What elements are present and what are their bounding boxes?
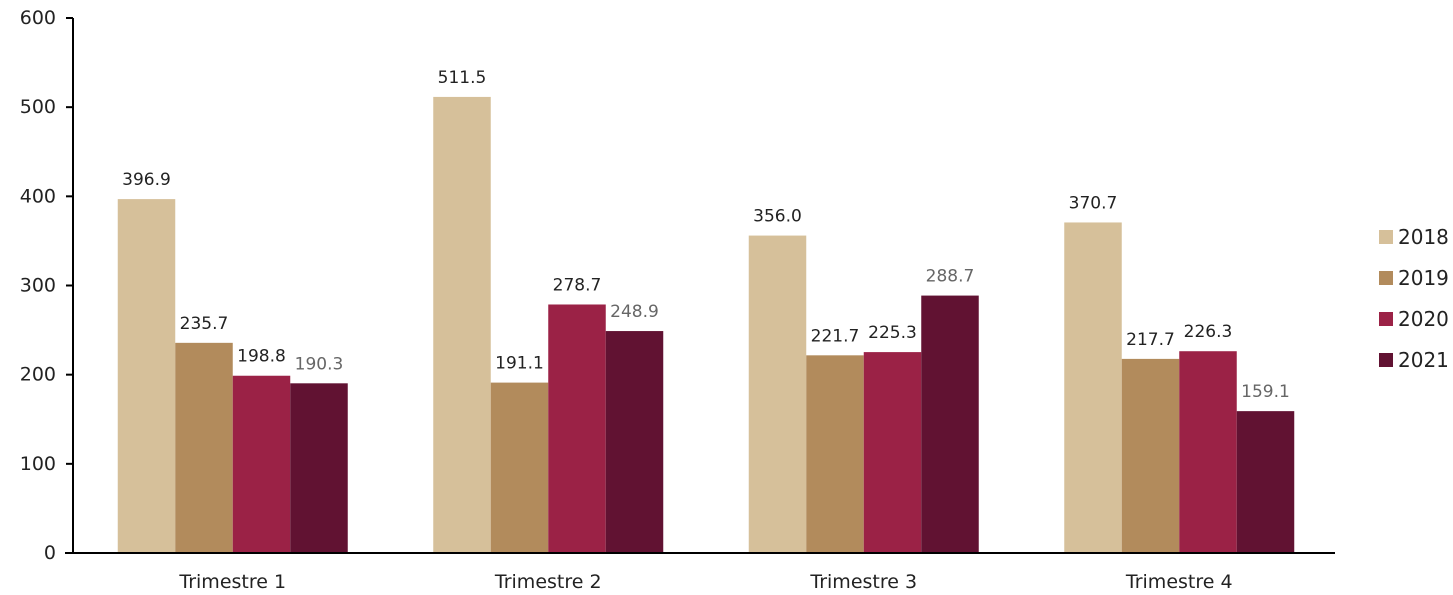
legend-label-2018: 2018: [1398, 225, 1449, 249]
bar-2018-4: [1064, 222, 1122, 553]
data-label: 356.0: [753, 207, 802, 227]
y-tick-label: 300: [20, 275, 56, 297]
legend-label-2020: 2020: [1398, 307, 1449, 331]
data-label: 191.1: [495, 354, 544, 374]
data-label: 198.8: [237, 347, 286, 367]
data-label: 217.7: [1126, 330, 1175, 350]
bar-2018-1: [117, 199, 176, 553]
bar-2019-4: [1121, 358, 1180, 553]
x-tick-label: Trimestre 1: [178, 571, 286, 593]
data-label: 221.7: [811, 326, 860, 346]
bar-2018-3: [748, 235, 807, 554]
x-tick-label: Trimestre 4: [1125, 571, 1233, 593]
data-label: 511.5: [438, 68, 487, 88]
bar-2020-4: [1179, 351, 1237, 553]
data-labels-group: 396.9 235.7 198.8 190.3 511.5 191.1 278.7 248.9…: [122, 68, 1290, 402]
legend-swatch-2019: [1379, 271, 1393, 285]
bar-2021-4: [1236, 411, 1295, 553]
bar-2021-1: [290, 383, 348, 553]
legend-swatch-2018: [1379, 230, 1393, 244]
legend-label-2019: 2019: [1398, 266, 1449, 290]
bar-2019-3: [806, 355, 864, 553]
y-tick-label: 500: [20, 96, 56, 118]
data-label: 226.3: [1184, 322, 1233, 342]
y-tick-label: 400: [20, 185, 56, 207]
data-label: 225.3: [868, 323, 917, 343]
bar-2021-3: [921, 295, 979, 553]
data-label: 396.9: [122, 170, 171, 190]
bar-2020-2: [548, 304, 606, 553]
legend-swatch-2020: [1379, 312, 1393, 326]
bar-2020-3: [863, 352, 922, 553]
x-axis-labels: Trimestre 1 Trimestre 2 Trimestre 3 Trimest…: [178, 571, 1232, 593]
bar-2018-2: [433, 96, 491, 553]
data-label: 190.3: [295, 354, 344, 374]
x-tick-label: Trimestre 2: [494, 571, 602, 593]
data-label: 235.7: [180, 314, 229, 334]
data-label: 370.7: [1069, 193, 1118, 213]
bar-2020-1: [232, 375, 291, 553]
x-tick-label: Trimestre 3: [809, 571, 917, 593]
bar-2019-2: [490, 382, 549, 553]
y-tick-label: 200: [20, 364, 56, 386]
y-tick-label: 600: [20, 7, 56, 29]
data-label: 248.9: [610, 302, 659, 322]
legend-swatch-2021: [1379, 353, 1393, 367]
bar-2021-2: [605, 331, 664, 553]
y-axis-ticks: 0 100 200 300 400 500 600: [20, 7, 73, 564]
data-label: 278.7: [553, 275, 602, 295]
y-tick-label: 100: [20, 453, 56, 475]
data-label: 288.7: [926, 267, 975, 287]
y-tick-label: 0: [44, 542, 56, 564]
bar-2019-1: [175, 342, 233, 553]
legend-label-2021: 2021: [1398, 348, 1449, 372]
data-label: 159.1: [1241, 382, 1290, 402]
bars-group: [117, 96, 1295, 554]
legend: 2018 2019 2020 2021: [1379, 225, 1449, 372]
